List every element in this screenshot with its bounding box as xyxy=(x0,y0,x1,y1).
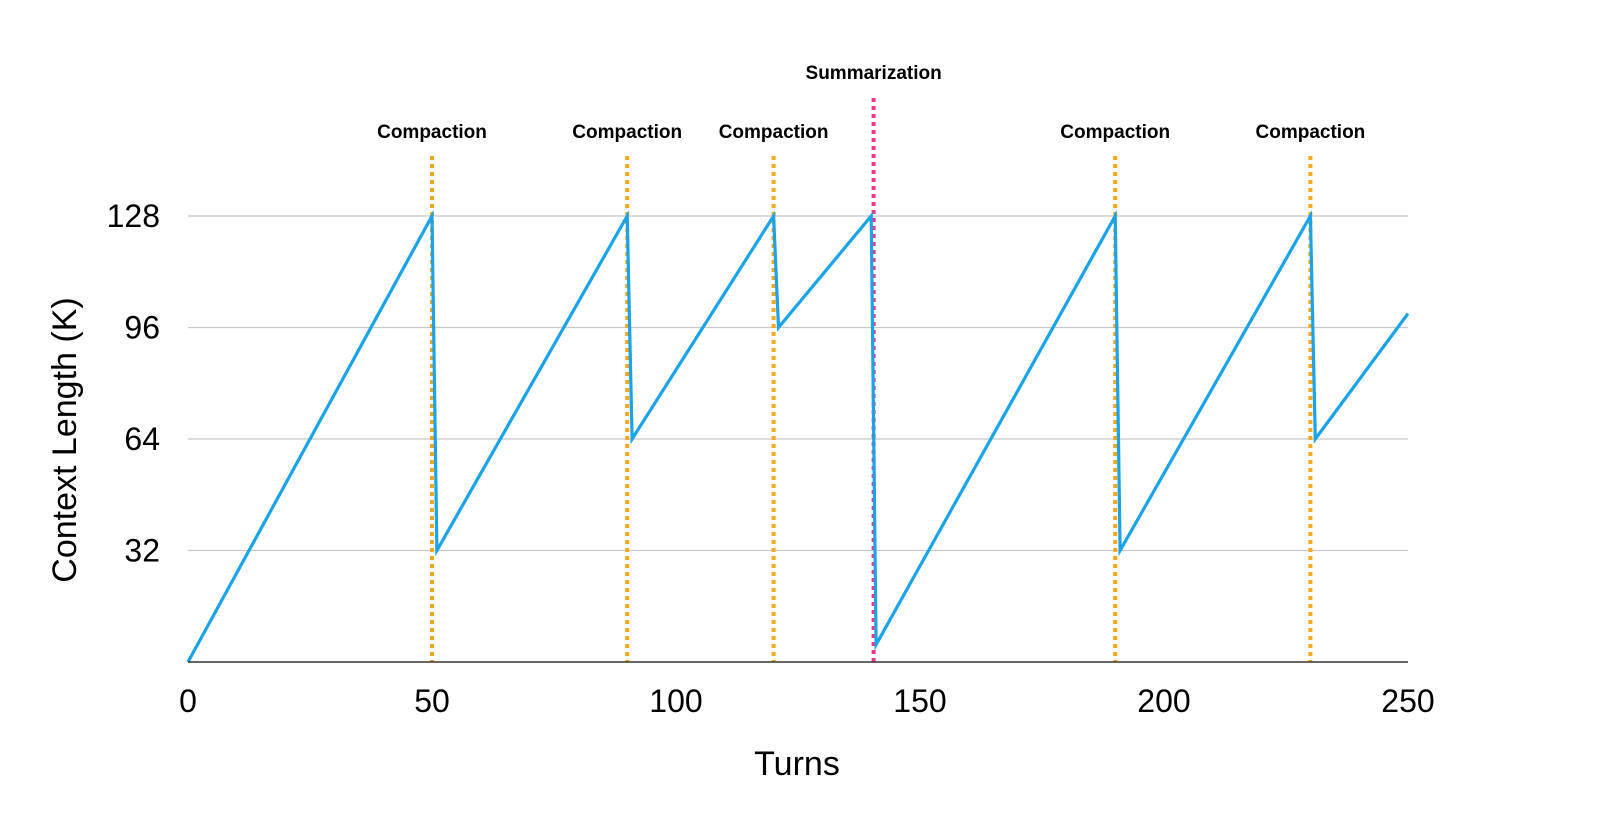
series-layer xyxy=(186,209,1410,663)
x-axis-title: Turns xyxy=(754,745,840,783)
y-tick-label: 64 xyxy=(124,421,160,457)
x-tick-label: 0 xyxy=(179,683,197,719)
axes: 32 64 96 128 0 50 100 150 200 250 xyxy=(107,198,1435,719)
compaction-label: Compaction xyxy=(1060,122,1170,143)
y-tick-label: 32 xyxy=(124,533,160,569)
x-tick-label: 50 xyxy=(414,683,450,719)
y-axis-title: Context Length (K) xyxy=(46,297,84,582)
x-tick-label: 150 xyxy=(893,683,946,719)
compaction-label: Compaction xyxy=(719,122,829,143)
x-tick-label: 200 xyxy=(1137,683,1190,719)
x-tick-label: 250 xyxy=(1381,683,1434,719)
y-tick-label: 96 xyxy=(124,310,160,346)
event-markers: Compaction Compaction Compaction Summarizat… xyxy=(377,63,1365,662)
grid-lines xyxy=(188,215,1408,552)
y-tick-label: 128 xyxy=(107,198,160,234)
context-length-series-line xyxy=(186,209,1410,663)
compaction-label: Compaction xyxy=(377,122,487,143)
x-tick-label: 100 xyxy=(649,683,702,719)
compaction-label: Compaction xyxy=(572,122,682,143)
summarization-label: Summarization xyxy=(806,63,942,84)
compaction-label: Compaction xyxy=(1256,122,1366,143)
